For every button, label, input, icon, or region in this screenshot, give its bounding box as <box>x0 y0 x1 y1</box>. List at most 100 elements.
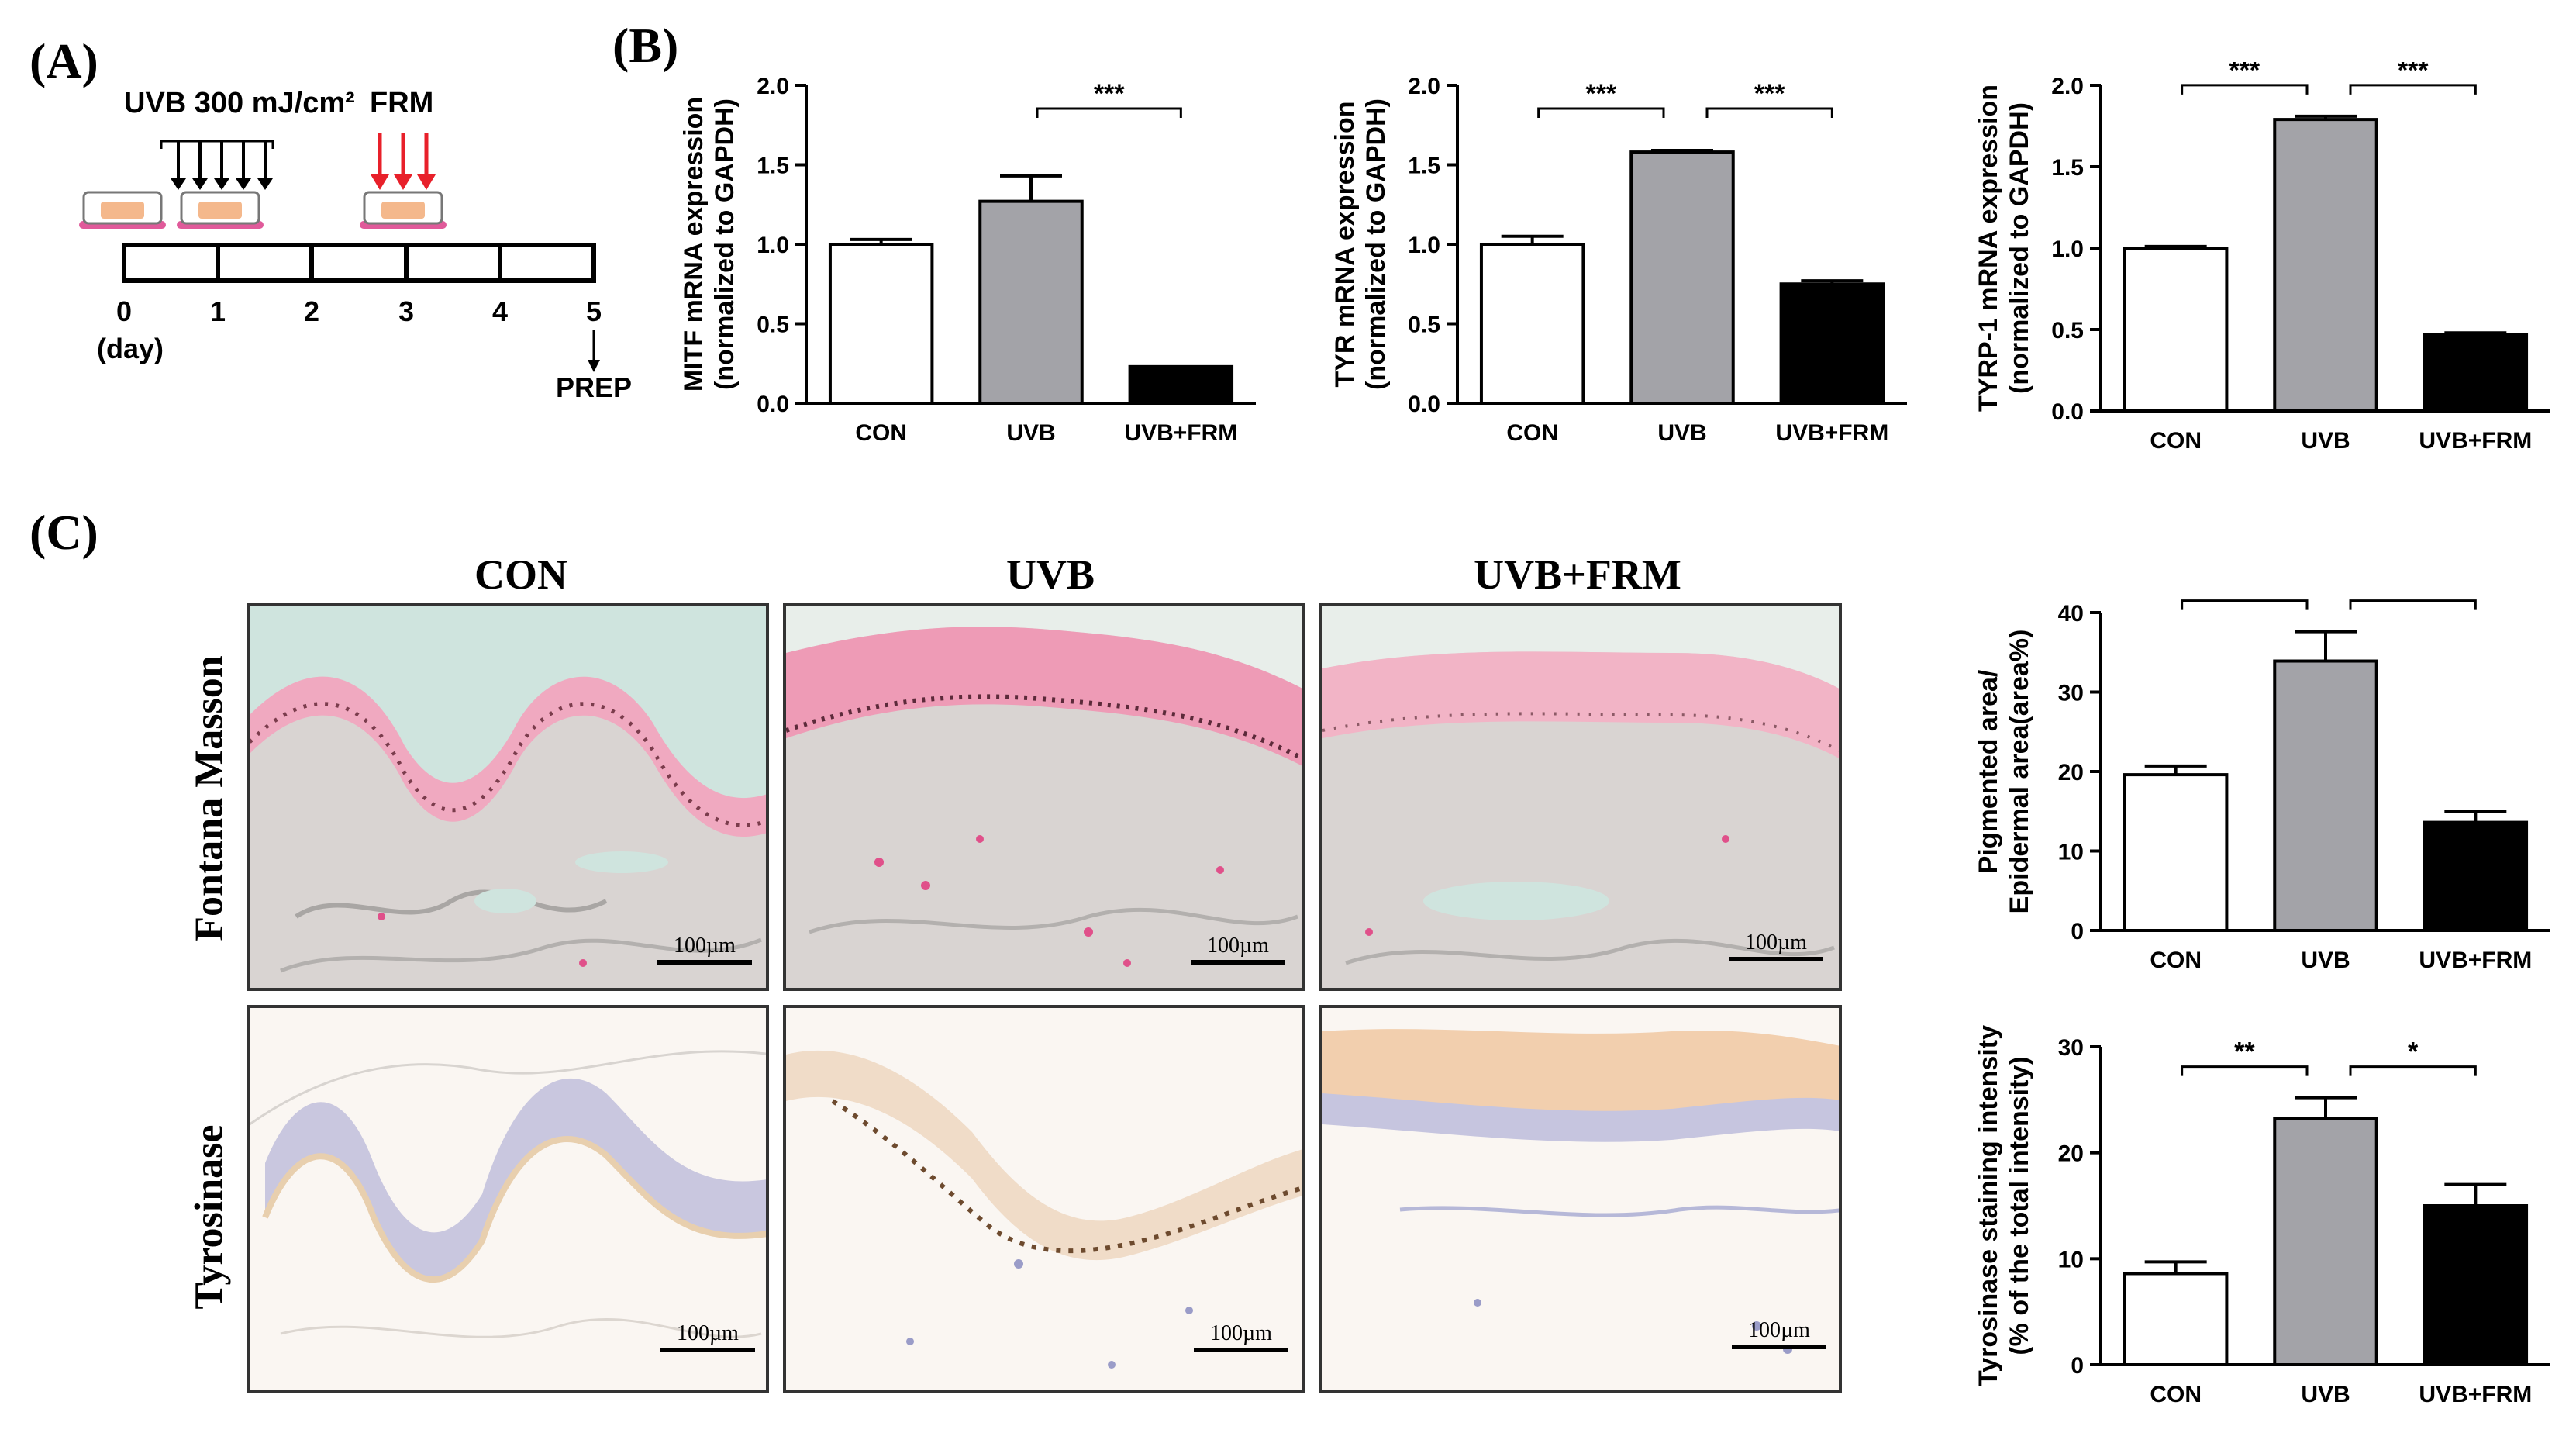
culture-dish-2 <box>177 191 264 229</box>
x-tick-label: UVB+FRM <box>1124 420 1237 446</box>
y-tick-label: 1.0 <box>2051 236 2084 262</box>
frm-arrows <box>371 133 436 190</box>
day-tick-0: 0 <box>116 295 132 327</box>
day-tick-1: 1 <box>210 295 226 327</box>
bar-con <box>1479 243 1585 405</box>
significance-label: ** <box>2234 1037 2255 1067</box>
y-tick-label: 1.0 <box>757 233 789 258</box>
bar-con <box>2123 1272 2229 1367</box>
y-tick-label: 1.5 <box>2051 155 2084 181</box>
y-axis-label: TYRP-1 mRNA expression(normalized to GAP… <box>1974 85 2034 412</box>
bar-uvb <box>2273 118 2378 413</box>
bar-uvb-frm <box>1128 364 1234 406</box>
significance-bracket <box>2181 1065 2309 1076</box>
significance-bracket <box>1705 107 1833 118</box>
x-tick-label: UVB+FRM <box>2419 1382 2532 1407</box>
x-tick-label: UVB <box>1657 420 1706 446</box>
scale-bar-tyrosinase-con: 100µm <box>660 1321 755 1352</box>
fontana-con-drawing <box>250 606 766 988</box>
y-tick-label: 10 <box>2058 1247 2084 1272</box>
fontana-uvb-frm-drawing <box>1322 606 1839 988</box>
bar-uvb <box>1629 150 1735 405</box>
y-tick-label: 1.5 <box>757 154 789 179</box>
scale-bar-fontana-uvb: 100µm <box>1191 934 1285 965</box>
scale-bar-line <box>660 1348 755 1352</box>
y-axis-label: Pigmented area/Epidermal area(area%) <box>1974 630 2034 914</box>
y-axis-label-line: TYR mRNA expression <box>1330 101 1360 387</box>
scale-bar-line <box>1191 960 1285 965</box>
significance-label: *** <box>1585 79 1616 109</box>
day-tick-3: 3 <box>398 295 414 327</box>
y-tick-label: 0.5 <box>1408 312 1440 338</box>
tyrosinase-uvb-frm-drawing <box>1322 1008 1839 1390</box>
y-axis-label-line: (normalized to GAPDH) <box>710 98 740 390</box>
bar-con <box>828 243 934 405</box>
y-axis-label-line: MITF mRNA expression <box>679 97 709 392</box>
fontana-uvb-drawing <box>786 606 1302 988</box>
tyrp1-bar-chart: TYRP-1 mRNA expression(normalized to GAP… <box>1974 62 2550 454</box>
significance-bracket <box>1537 107 1665 118</box>
bar-uvb-frm <box>2423 333 2529 413</box>
significance-label: * <box>2240 589 2250 601</box>
x-tick-label: UVB <box>1006 420 1055 446</box>
y-tick-label: 0.0 <box>2051 399 2084 425</box>
significance-label: * <box>2408 589 2419 601</box>
significance-bracket <box>2349 84 2477 95</box>
significance-bracket <box>1036 107 1182 118</box>
pigmented-area-bar-chart: Pigmented area/Epidermal area(area%) 0 10 2… <box>1974 589 2550 973</box>
row-label-fontana-masson: Fontana Masson <box>187 655 232 941</box>
y-tick-label: 10 <box>2058 840 2084 865</box>
frm-label: FRM <box>370 87 433 119</box>
y-axis-label: Tyrosinase staining intensity(% of the t… <box>1974 1025 2034 1386</box>
x-tick-label: CON <box>2150 1382 2202 1407</box>
column-title-uvb-frm: UVB+FRM <box>1474 551 1681 598</box>
y-axis-label: MITF mRNA expression(normalized to GAPDH… <box>679 97 740 392</box>
x-tick-label: UVB <box>2301 428 2350 454</box>
y-tick-label: 0 <box>2071 1353 2084 1379</box>
y-tick-label: 0.0 <box>757 392 789 417</box>
mitf-bar-chart: MITF mRNA expression(normalized to GAPDH… <box>679 74 1256 446</box>
tyr-bar-chart: TYR mRNA expression(normalized to GAPDH)… <box>1330 74 1907 446</box>
scale-bar-line <box>1729 957 1823 961</box>
y-tick-label: 30 <box>2058 1035 2084 1061</box>
y-tick-label: 30 <box>2058 681 2084 706</box>
day-tick-5: 5 <box>586 295 602 327</box>
significance-bracket <box>2349 1065 2477 1076</box>
fontana-image-uvb <box>783 603 1305 991</box>
bar-uvb-frm <box>2423 1204 2529 1366</box>
y-axis-label-line: (normalized to GAPDH) <box>1361 98 1391 390</box>
tyrosinase-image-uvb-frm <box>1319 1005 1842 1393</box>
column-title-con: CON <box>474 551 567 598</box>
bar-uvb <box>978 199 1084 405</box>
significance-label: * <box>2408 1037 2419 1067</box>
tyrosinase-image-con <box>247 1005 769 1393</box>
prep-label: PREP <box>556 371 632 403</box>
timeline-diagram: UVB 300 mJ/cm² FRM 0 1 2 <box>79 87 632 403</box>
y-tick-label: 1.0 <box>1408 233 1440 258</box>
scale-bar-fontana-uvb-frm: 100µm <box>1729 930 1823 961</box>
significance-label: *** <box>2229 62 2260 85</box>
x-tick-label: UVB+FRM <box>2419 948 2532 973</box>
bar-uvb-frm <box>2423 820 2529 932</box>
significance-bracket <box>2349 599 2477 610</box>
scale-bar-line <box>1732 1345 1826 1349</box>
culture-dish-1 <box>79 191 166 229</box>
y-tick-label: 20 <box>2058 760 2084 785</box>
scale-bar-label: 100µm <box>1748 1318 1810 1342</box>
timeline-day-labels: 0 1 2 3 4 5 <box>116 295 602 327</box>
x-tick-label: UVB <box>2301 948 2350 973</box>
y-tick-label: 2.0 <box>757 74 789 99</box>
y-tick-label: 1.5 <box>1408 154 1440 179</box>
tyrosinase-image-uvb <box>783 1005 1305 1393</box>
bar-con <box>2123 247 2229 413</box>
bar-con <box>2123 773 2229 932</box>
y-axis-label-line: (% of the total intensity) <box>2005 1056 2034 1355</box>
day-unit-label: (day) <box>97 333 164 364</box>
uvb-dose-label: UVB 300 mJ/cm² <box>124 87 355 119</box>
scale-bar-label: 100µm <box>1745 930 1807 955</box>
y-tick-label: 0.0 <box>1408 392 1440 417</box>
bar-uvb-frm <box>1779 282 1885 405</box>
tyrosinase-uvb-drawing <box>786 1008 1302 1390</box>
day-tick-4: 4 <box>492 295 508 327</box>
scale-bar-label: 100µm <box>1207 934 1269 958</box>
